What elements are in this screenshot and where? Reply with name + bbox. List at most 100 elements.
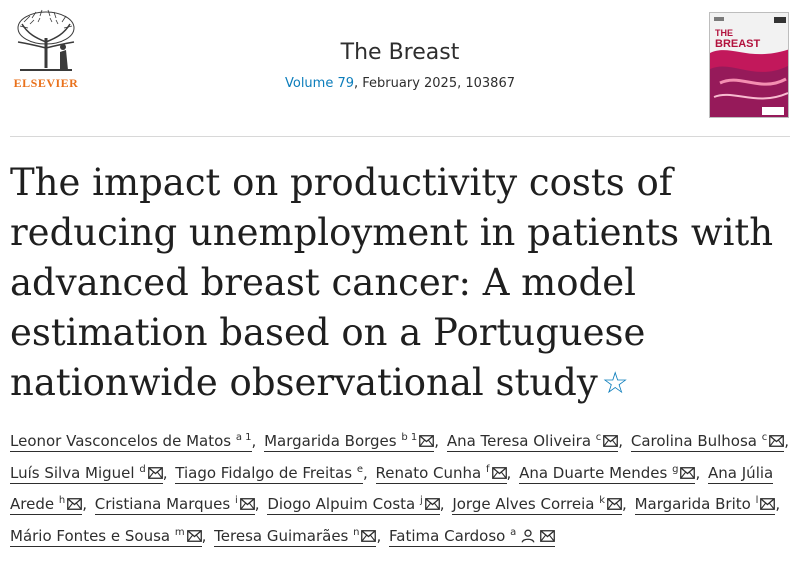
author-affiliation: l (755, 495, 759, 506)
author-affiliation: h (58, 495, 66, 506)
author-item: Luís Silva Miguel d, (10, 463, 175, 484)
cover-title-line2: BREAST (715, 38, 761, 50)
author-item: Jorge Alves Correia k, (452, 495, 634, 515)
author-separator: , (439, 495, 450, 513)
author-affiliation: a (510, 526, 517, 538)
header-divider (10, 136, 790, 137)
author-separator: , (251, 432, 262, 450)
author-link[interactable]: Renato Cunha f (375, 463, 507, 484)
author-link[interactable]: Fatima Cardoso a (389, 524, 556, 547)
envelope-icon (680, 460, 696, 479)
author-separator: , (784, 432, 790, 450)
author-item: Tiago Fidalgo de Freitas e, (175, 463, 375, 484)
author-name: Jorge Alves Correia (452, 495, 595, 513)
article-title-text: The impact on productivity costs of redu… (10, 161, 774, 404)
envelope-icon (147, 460, 163, 479)
envelope-icon (239, 491, 255, 510)
author-name: Carolina Bulhosa (630, 432, 757, 450)
author-affiliation: c (595, 432, 602, 443)
author-separator: , (82, 495, 92, 513)
author-affiliation: c (761, 432, 768, 443)
author-name: Cristiana Marques (94, 495, 231, 513)
envelope-icon (491, 460, 507, 479)
author-affiliation: b 1 (401, 432, 418, 443)
author-affiliation: f (486, 463, 490, 475)
author-name: Margarida Brito (634, 495, 751, 513)
author-name: Ana Júlia Arede (10, 463, 774, 514)
author-link[interactable]: Tiago Fidalgo de Freitas e (175, 463, 363, 484)
author-link[interactable]: Carolina Bulhosa c (630, 432, 785, 452)
author-name: Margarida Borges (264, 432, 397, 450)
article-title: The impact on productivity costs of redu… (10, 158, 800, 409)
volume-link[interactable]: Volume 79 (284, 76, 355, 91)
issue-info: , February 2025, 103867 (354, 76, 515, 91)
envelope-icon (67, 491, 83, 510)
author-separator: , (622, 495, 632, 513)
author-separator: , (362, 463, 373, 482)
author-affiliation: j (420, 495, 423, 506)
author-affiliation: i (234, 495, 238, 506)
author-separator: , (695, 463, 706, 482)
author-link[interactable]: Luís Silva Miguel d (10, 463, 163, 484)
author-separator: , (162, 463, 173, 482)
author-link[interactable]: Diogo Alpuim Costa j (267, 495, 440, 515)
author-link[interactable]: Margarida Brito l (634, 495, 776, 515)
cover-artwork (710, 13, 788, 117)
author-item: Mário Fontes e Sousa m, (10, 526, 214, 547)
envelope-icon (540, 523, 556, 542)
author-separator: , (254, 495, 265, 513)
elsevier-tree-icon (10, 8, 82, 72)
author-link[interactable]: Teresa Guimarães n (214, 526, 377, 547)
cover-title-line1: THE (715, 28, 733, 38)
author-link[interactable]: Margarida Borges b 1 (264, 432, 435, 452)
author-affiliation: m (174, 526, 185, 538)
author-name: Leonor Vasconcelos de Matos (10, 432, 232, 450)
author-affiliation: k (599, 495, 606, 506)
envelope-icon (769, 428, 785, 447)
envelope-icon (186, 523, 202, 542)
author-name: Luís Silva Miguel (10, 463, 135, 482)
publisher-name: ELSEVIER (13, 76, 79, 90)
cover-title: THE BREAST (715, 28, 761, 51)
person-icon (521, 524, 535, 543)
journal-issue-meta: Volume 79, February 2025, 103867 (200, 76, 600, 91)
envelope-icon (603, 428, 619, 447)
author-list: Leonor Vasconcelos de Matos a 1, Margari… (10, 424, 790, 550)
journal-cover-image[interactable]: THE BREAST (709, 12, 789, 118)
author-separator: , (201, 526, 212, 545)
author-affiliation: n (353, 526, 360, 538)
author-link[interactable]: Ana Duarte Mendes g (519, 463, 696, 484)
author-name: Tiago Fidalgo de Freitas (175, 463, 353, 482)
author-item: Margarida Brito l, (634, 495, 784, 515)
author-separator: , (775, 495, 781, 513)
author-link[interactable]: Ana Teresa Oliveira c (446, 432, 619, 452)
author-name: Diogo Alpuim Costa (267, 495, 416, 513)
envelope-icon (424, 491, 440, 510)
author-link[interactable]: Jorge Alves Correia k (452, 495, 623, 515)
elsevier-logo[interactable]: ELSEVIER (10, 8, 82, 92)
author-item: Leonor Vasconcelos de Matos a 1, (10, 432, 264, 452)
article-header: ELSEVIER The Breast Volume 79, February … (0, 0, 800, 135)
author-item: Cristiana Marques i, (94, 495, 268, 515)
author-item: Ana Duarte Mendes g, (519, 463, 708, 484)
author-item: Margarida Borges b 1, (264, 432, 447, 452)
envelope-icon (419, 428, 435, 447)
author-item: Ana Júlia Arede h, (10, 463, 774, 515)
author-affiliation: e (356, 463, 363, 475)
envelope-icon (607, 491, 622, 510)
author-link[interactable]: Ana Júlia Arede h (10, 463, 774, 515)
star-outline-icon[interactable]: ☆ (601, 366, 629, 401)
author-link[interactable]: Leonor Vasconcelos de Matos a 1 (10, 432, 252, 452)
author-separator: , (618, 432, 628, 450)
author-item: Renato Cunha f, (375, 463, 520, 484)
author-link[interactable]: Mário Fontes e Sousa m (10, 526, 202, 547)
author-name: Ana Teresa Oliveira (446, 432, 592, 450)
author-name: Fatima Cardoso (389, 526, 506, 545)
author-item: Carolina Bulhosa c, (630, 432, 792, 452)
author-separator: , (434, 432, 444, 450)
author-item: Teresa Guimarães n, (214, 526, 389, 547)
author-name: Ana Duarte Mendes (519, 463, 668, 482)
author-item: Ana Teresa Oliveira c, (446, 432, 631, 452)
author-link[interactable]: Cristiana Marques i (94, 495, 255, 515)
journal-title[interactable]: The Breast (340, 40, 460, 65)
